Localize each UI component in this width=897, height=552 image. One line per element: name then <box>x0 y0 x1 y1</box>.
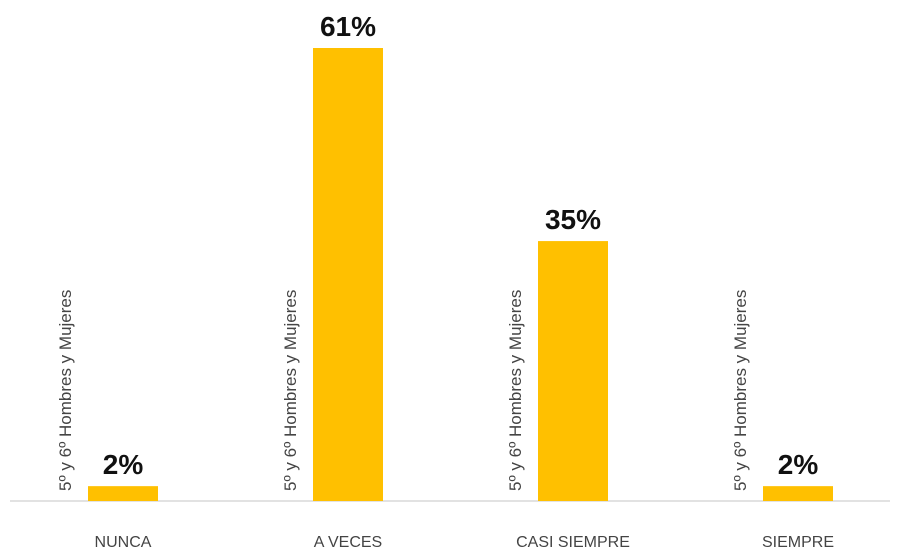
bars-group: 2% 5º y 6º Hombres y Mujeres NUNCA 61% 5º y … <box>56 11 834 551</box>
value-label: 2% <box>103 449 144 480</box>
value-label: 61% <box>320 11 376 42</box>
value-label: 2% <box>778 449 819 480</box>
bar-casi-siempre <box>538 241 608 501</box>
series-label: 5º y 6º Hombres y Mujeres <box>56 290 75 491</box>
series-label: 5º y 6º Hombres y Mujeres <box>731 290 750 491</box>
category-label: SIEMPRE <box>762 534 834 551</box>
series-label: 5º y 6º Hombres y Mujeres <box>281 290 300 491</box>
bar-siempre <box>763 486 833 501</box>
bar-nunca <box>88 486 158 501</box>
category-label: A VECES <box>314 534 382 551</box>
category-label: NUNCA <box>95 534 152 551</box>
bar-a-veces <box>313 48 383 501</box>
series-label: 5º y 6º Hombres y Mujeres <box>506 290 525 491</box>
value-label: 35% <box>545 204 601 235</box>
category-label: CASI SIEMPRE <box>516 534 630 551</box>
